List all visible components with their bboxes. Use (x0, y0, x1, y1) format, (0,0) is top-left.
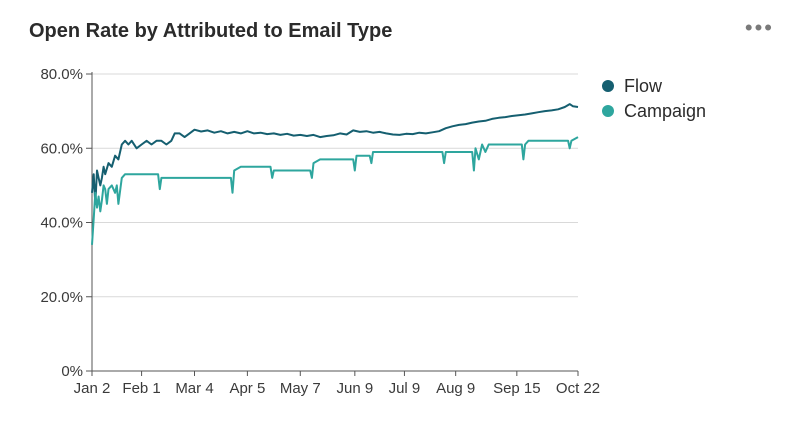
x-tick-label: Oct 22 (556, 380, 600, 397)
x-tick-label: Jun 9 (336, 380, 373, 397)
chart-title: Open Rate by Attributed to Email Type (29, 20, 393, 42)
legend-label-campaign[interactable]: Campaign (624, 101, 706, 121)
x-tick-label: May 7 (280, 380, 321, 397)
series-lines (91, 103, 579, 245)
y-tick-label: 80.0% (40, 66, 83, 83)
y-tick-label: 60.0% (40, 140, 83, 157)
y-tick-label: 0% (61, 363, 83, 380)
x-tick-label: Jul 9 (389, 380, 421, 397)
axes (91, 72, 578, 372)
x-tick-label: Sep 15 (493, 380, 541, 397)
x-tick-label: Aug 9 (436, 380, 475, 397)
series-line-campaign (91, 136, 579, 245)
series-line-flow (91, 103, 579, 205)
legend-label-flow[interactable]: Flow (624, 76, 663, 96)
y-axis-ticks: 0% 20.0% 40.0% 60.0% 80.0% (40, 66, 92, 380)
x-tick-label: Mar 4 (175, 380, 213, 397)
gridlines (92, 73, 578, 298)
x-axis-ticks: Jan 2 Feb 1 Mar 4 Apr 5 May 7 Jun 9 Jul 9 Aug 9… (74, 371, 600, 397)
x-tick-label: Jan 2 (74, 380, 111, 397)
more-options-icon[interactable]: ••• (744, 15, 774, 40)
legend-marker-flow (602, 80, 614, 92)
legend-marker-campaign (602, 105, 614, 117)
y-tick-label: 20.0% (40, 289, 83, 306)
y-tick-label: 40.0% (40, 215, 83, 232)
x-tick-label: Apr 5 (229, 380, 265, 397)
x-tick-label: Feb 1 (122, 380, 160, 397)
legend: Flow Campaign (602, 76, 706, 121)
